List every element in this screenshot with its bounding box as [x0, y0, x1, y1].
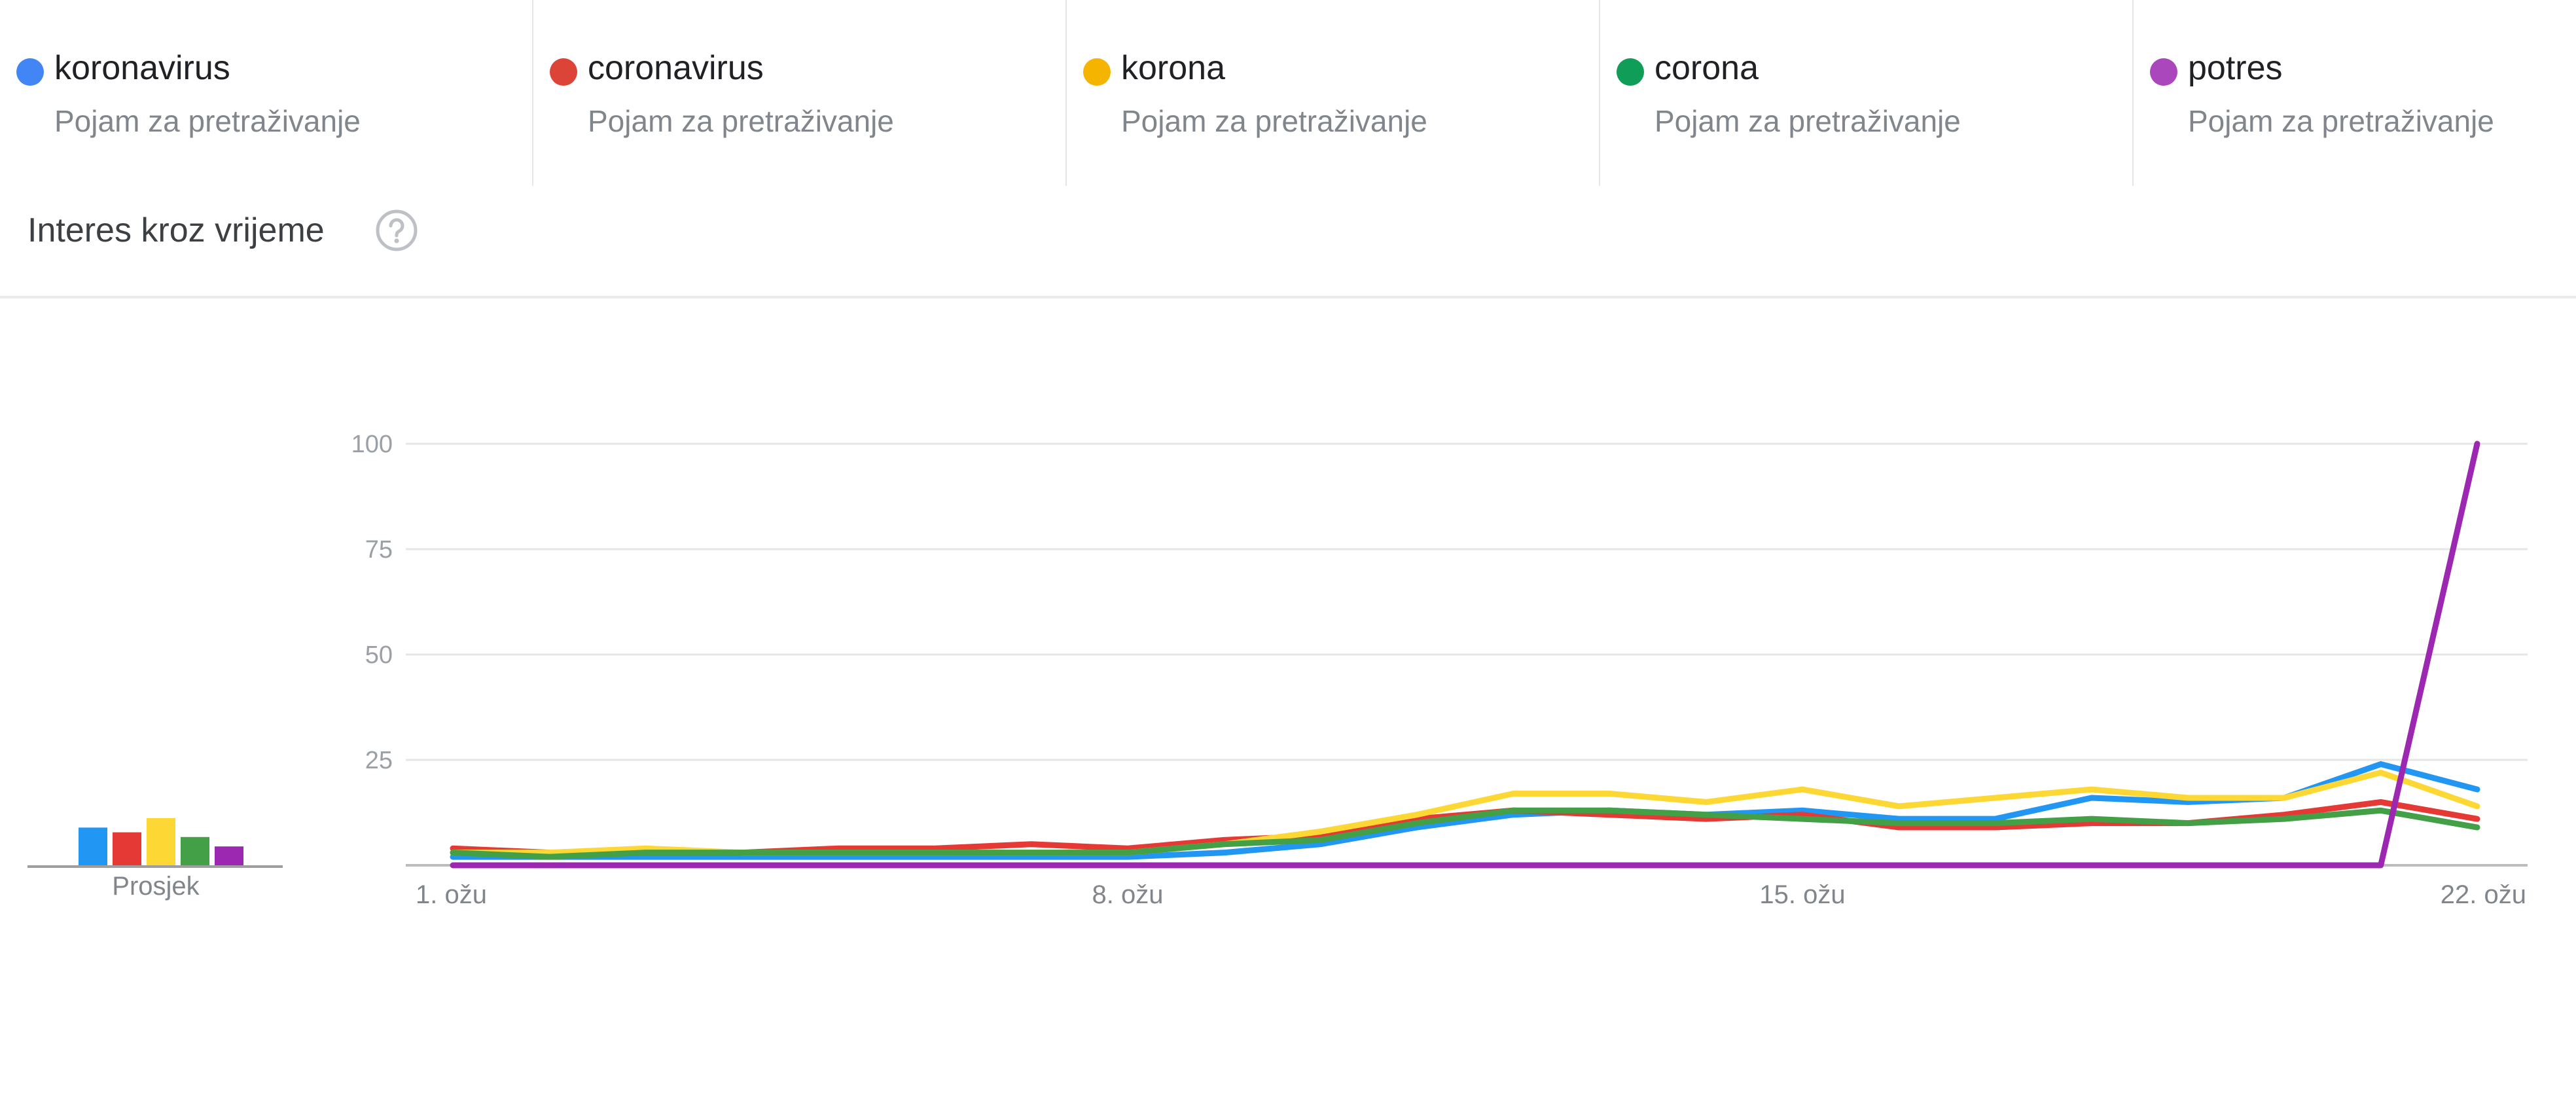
- average-bar-korona: [147, 818, 175, 865]
- term-subtitle: Pojam za pretraživanje: [2188, 104, 2494, 138]
- term-card-coronavirus[interactable]: coronavirus Pojam za pretraživanje: [533, 0, 1067, 186]
- y-tick-label: 100: [351, 431, 393, 458]
- term-name: corona: [1655, 49, 1759, 87]
- average-bar-potres: [215, 846, 243, 865]
- term-divider: [1065, 0, 1067, 186]
- x-tick-label: 8. ožu: [1092, 880, 1164, 909]
- y-tick-label: 75: [365, 536, 393, 564]
- term-subtitle: Pojam za pretraživanje: [54, 104, 361, 138]
- section-divider: [0, 296, 2576, 298]
- series-line-coronavirus: [450, 799, 2480, 856]
- term-divider: [2132, 0, 2134, 186]
- term-name: koronavirus: [54, 49, 230, 87]
- term-color-dot: [1083, 58, 1111, 86]
- term-card-korona[interactable]: korona Pojam za pretraživanje: [1067, 0, 1600, 186]
- term-subtitle: Pojam za pretraživanje: [1655, 104, 1961, 138]
- average-label: Prosjek: [112, 872, 200, 901]
- term-card-koronavirus[interactable]: koronavirus Pojam za pretraživanje: [0, 0, 533, 186]
- term-color-dot: [16, 58, 44, 86]
- y-tick-label: 50: [365, 641, 393, 669]
- term-card-corona[interactable]: corona Pojam za pretraživanje: [1600, 0, 2134, 186]
- term-color-dot: [550, 58, 577, 86]
- average-bar-chart: [27, 818, 283, 868]
- y-tick-label: 25: [365, 747, 393, 774]
- term-name: potres: [2188, 49, 2283, 87]
- x-tick-label: 15. ožu: [1759, 880, 1845, 909]
- average-bar-koronavirus: [79, 827, 107, 865]
- term-divider: [532, 0, 533, 186]
- term-color-dot: [1617, 58, 1644, 86]
- comparison-terms-bar: koronavirus Pojam za pretraživanje coron…: [0, 0, 2576, 186]
- average-bar-coronavirus: [113, 832, 141, 865]
- help-circle-icon[interactable]: [374, 208, 419, 253]
- average-bar-corona: [181, 836, 209, 865]
- section-title: Interes kroz vrijeme: [27, 211, 325, 249]
- term-name: coronavirus: [588, 49, 764, 87]
- term-color-dot: [2150, 58, 2177, 86]
- x-tick-label: 22. ožu: [2441, 880, 2526, 909]
- term-subtitle: Pojam za pretraživanje: [588, 104, 894, 138]
- series-line-koronavirus: [450, 761, 2480, 860]
- x-tick-label: 1. ožu: [416, 880, 487, 909]
- series-line-potres: [450, 440, 2480, 869]
- term-name: korona: [1121, 49, 1225, 87]
- term-card-potres[interactable]: potres Pojam za pretraživanje: [2134, 0, 2576, 186]
- interest-over-time-chart: 25 50 75 100 1. ožu 8. ožu 15. ožu 22. ožu: [351, 431, 2528, 909]
- series-line-corona: [450, 807, 2480, 860]
- term-subtitle: Pojam za pretraživanje: [1121, 104, 1427, 138]
- term-divider: [1599, 0, 1600, 186]
